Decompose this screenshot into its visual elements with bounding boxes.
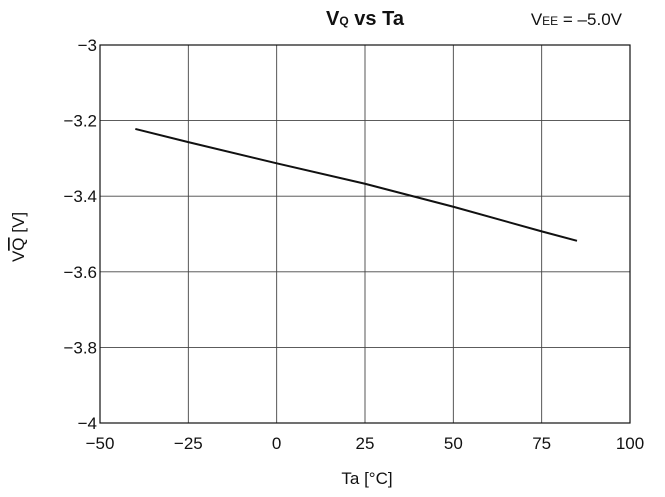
y-tick-label: −3 — [78, 36, 97, 55]
plot-frame — [99, 44, 631, 424]
x-tick-label: 50 — [444, 434, 463, 453]
y-axis-title: VQ [V] — [9, 212, 28, 262]
y-tick-label: −3.4 — [63, 187, 97, 206]
x-axis-title: Ta [°C] — [341, 469, 392, 488]
x-tick-label: 100 — [616, 434, 644, 453]
y-tick-label: −3.2 — [63, 112, 97, 131]
chart-title: VQ vs Ta — [326, 8, 405, 30]
condition-rest: = –5.0V — [558, 10, 622, 29]
condition-main: V — [531, 10, 543, 29]
series-group — [135, 127, 578, 242]
chart-title-main: V — [326, 8, 340, 30]
y-tick-labels: −3 −3.2 −3.4 −3.6 −3.8 −4 — [63, 36, 97, 433]
x-tick-label: 75 — [532, 434, 551, 453]
y-axis-title-rest: [V] — [9, 212, 28, 238]
x-tick-labels: −50 −25 0 25 50 75 100 — [86, 434, 645, 453]
series-line — [135, 127, 578, 242]
chart-title-sub: Q — [339, 14, 348, 28]
x-tick-label: 0 — [272, 434, 281, 453]
y-tick-label: −4 — [78, 414, 97, 433]
condition-label: VEE = –5.0V — [531, 10, 623, 29]
condition-sub: EE — [542, 14, 558, 28]
y-tick-label: −3.6 — [63, 263, 97, 282]
y-tick-label: −3.8 — [63, 338, 97, 357]
y-axis-title-sub: Q — [9, 237, 28, 250]
x-tick-label: −50 — [86, 434, 115, 453]
x-tick-label: −25 — [174, 434, 203, 453]
y-axis-title-main: V — [9, 250, 28, 262]
chart-title-rest: vs Ta — [349, 8, 405, 30]
x-tick-label: 25 — [356, 434, 375, 453]
